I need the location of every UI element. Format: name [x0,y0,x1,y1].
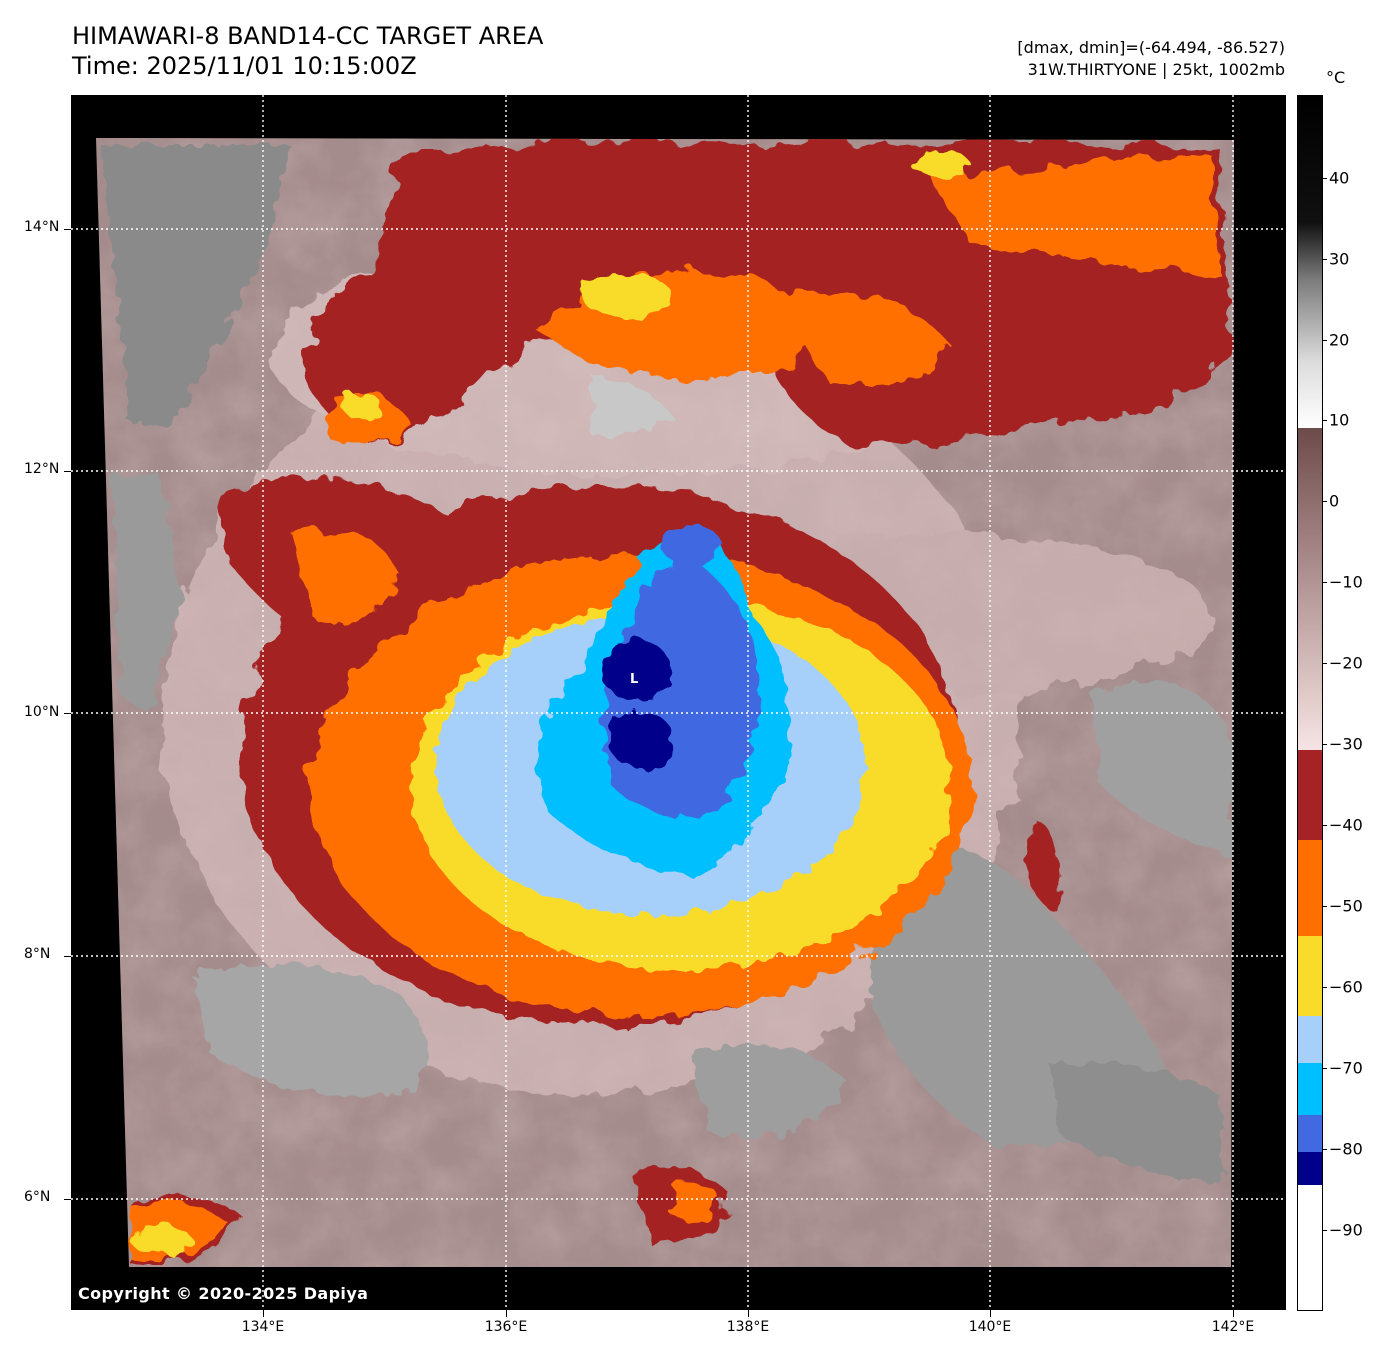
lat-label-10n: 10°N [24,704,60,720]
colorbar-label-30: 30 [1329,249,1350,269]
lat-label-8n: 8°N [24,946,51,962]
colorbar-tick [1322,825,1327,826]
colorbar-gradient [1298,96,1322,1310]
lat-tick [64,471,71,472]
colorbar-label-minus30: −30 [1329,734,1363,754]
lon-tick [263,1310,264,1317]
colorbar-tick [1322,1068,1327,1069]
lat-label-6n: 6°N [24,1189,51,1205]
colorbar-label-minus50: −50 [1329,896,1363,916]
colorbar-tick [1322,340,1327,341]
satellite-imagery: L [71,95,1286,1310]
colorbar-label-20: 20 [1329,330,1350,350]
lon-label-136e: 136°E [484,1319,528,1335]
copyright: Copyright © 2020-2025 Dapiya [78,1284,369,1303]
low-center-marker: L [630,672,638,687]
lat-tick [64,713,71,714]
lat-label-12n: 12°N [24,461,60,477]
colorbar-tick [1322,1149,1327,1150]
lon-label-138e: 138°E [726,1319,770,1335]
lon-tick [990,1310,991,1317]
colorbar-label-0: 0 [1329,491,1340,511]
colorbar-tick [1322,987,1327,988]
colorbar-label-minus90: −90 [1329,1220,1363,1240]
colorbar-tick [1322,663,1327,664]
storm-info: 31W.THIRTYONE | 25kt, 1002mb [1027,60,1285,79]
temperature-range: [dmax, dmin]=(-64.494, -86.527) [1017,38,1285,57]
colorbar-tick [1322,178,1327,179]
lon-tick [506,1310,507,1317]
colorbar-tick [1322,582,1327,583]
satellite-map: L [71,95,1286,1310]
lat-tick [64,956,71,957]
lon-label-140e: 140°E [968,1319,1012,1335]
lat-tick [64,1199,71,1200]
colorbar-label-40: 40 [1329,168,1350,188]
lat-tick [64,229,71,230]
colorbar-label-minus80: −80 [1329,1139,1363,1159]
cold-core-north [601,640,671,700]
gray-cloudfree-nw [101,145,291,425]
cold-core-south [608,712,674,768]
colorbar-label-minus60: −60 [1329,977,1363,997]
colorbar-label-minus40: −40 [1329,815,1363,835]
colorbar [1297,95,1323,1311]
lon-label-134e: 134°E [241,1319,285,1335]
lat-label-14n: 14°N [24,219,60,235]
colorbar-label-minus70: −70 [1329,1058,1363,1078]
colorbar-tick [1322,501,1327,502]
map-title: HIMAWARI-8 BAND14-CC TARGET AREA [72,22,544,50]
colorbar-tick [1322,259,1327,260]
colorbar-label-minus20: −20 [1329,653,1363,673]
lon-label-142e: 142°E [1211,1319,1255,1335]
colorbar-tick [1322,744,1327,745]
lon-tick [1233,1310,1234,1317]
map-time: Time: 2025/11/01 10:15:00Z [72,52,417,80]
colorbar-label-minus10: −10 [1329,572,1363,592]
colorbar-unit: °C [1326,68,1346,87]
lon-tick [748,1310,749,1317]
colorbar-tick [1322,906,1327,907]
colorbar-tick [1322,420,1327,421]
colorbar-label-10: 10 [1329,410,1350,430]
colorbar-tick [1322,1230,1327,1231]
